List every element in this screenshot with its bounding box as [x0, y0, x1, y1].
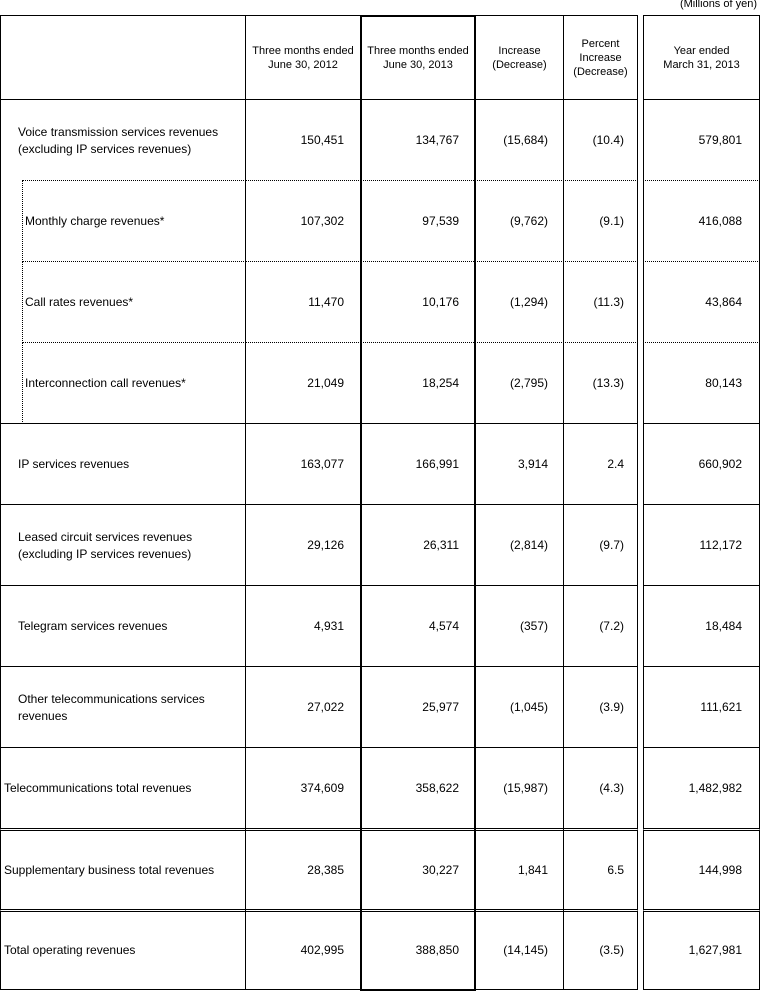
value-cell: 30,227 — [360, 828, 476, 910]
value-cell: 29,126 — [245, 504, 361, 586]
value-cell: 28,385 — [245, 828, 361, 910]
row-label: Supplementary business total revenues — [0, 828, 246, 910]
value-cell: 21,049 — [245, 342, 361, 424]
value-cell: 144,998 — [643, 828, 760, 910]
row-label: IP services revenues — [0, 423, 246, 505]
value-cell: (2,814) — [475, 504, 564, 586]
value-cell: 150,451 — [245, 99, 361, 181]
value-cell: 111,621 — [643, 666, 760, 748]
value-cell: 3,914 — [475, 423, 564, 505]
column-header: Three months ended June 30, 2013 — [360, 15, 476, 100]
value-cell: (11.3) — [563, 261, 638, 343]
value-cell: (9.7) — [563, 504, 638, 586]
row-label: Call rates revenues* — [22, 261, 246, 343]
value-cell: 374,609 — [245, 747, 361, 829]
value-cell: 10,176 — [360, 261, 476, 343]
value-cell: (357) — [475, 585, 564, 667]
value-cell: 416,088 — [643, 180, 760, 262]
value-cell: (4.3) — [563, 747, 638, 829]
column-header: Three months ended June 30, 2012 — [245, 15, 361, 100]
row-label: Interconnection call revenues* — [22, 342, 246, 424]
value-cell: (14,145) — [475, 909, 564, 990]
value-cell: (1,045) — [475, 666, 564, 748]
row-label: Leased circuit services revenues (exclud… — [0, 504, 246, 586]
value-cell: 26,311 — [360, 504, 476, 586]
value-cell: 134,767 — [360, 99, 476, 181]
value-cell: 11,470 — [245, 261, 361, 343]
value-cell: (1,294) — [475, 261, 564, 343]
value-cell: 388,850 — [360, 909, 476, 990]
value-cell: 2.4 — [563, 423, 638, 505]
value-cell: 112,172 — [643, 504, 760, 586]
value-cell: 163,077 — [245, 423, 361, 505]
value-cell: (9,762) — [475, 180, 564, 262]
value-cell: (13.3) — [563, 342, 638, 424]
row-label: Total operating revenues — [0, 909, 246, 990]
value-cell: 4,931 — [245, 585, 361, 667]
value-cell: (9.1) — [563, 180, 638, 262]
value-cell: 25,977 — [360, 666, 476, 748]
value-cell: (7.2) — [563, 585, 638, 667]
value-cell: 4,574 — [360, 585, 476, 667]
value-cell: 97,539 — [360, 180, 476, 262]
row-label: Telecommunications total revenues — [0, 747, 246, 829]
value-cell: 660,902 — [643, 423, 760, 505]
column-header: Year ended March 31, 2013 — [643, 15, 760, 100]
value-cell: 107,302 — [245, 180, 361, 262]
value-cell: 579,801 — [643, 99, 760, 181]
value-cell: 1,482,982 — [643, 747, 760, 829]
value-cell: 166,991 — [360, 423, 476, 505]
value-cell: (15,684) — [475, 99, 564, 181]
value-cell: (15,987) — [475, 747, 564, 829]
column-header: Increase (Decrease) — [475, 15, 564, 100]
header-cell — [0, 15, 246, 100]
value-cell: 358,622 — [360, 747, 476, 829]
value-cell: (2,795) — [475, 342, 564, 424]
value-cell: 1,627,981 — [643, 909, 760, 990]
value-cell: (3.5) — [563, 909, 638, 990]
value-cell: 18,254 — [360, 342, 476, 424]
row-label: Monthly charge revenues* — [22, 180, 246, 262]
column-header: Percent Increase (Decrease) — [563, 15, 638, 100]
value-cell: (10.4) — [563, 99, 638, 181]
value-cell: 402,995 — [245, 909, 361, 990]
value-cell: 80,143 — [643, 342, 760, 424]
value-cell: 6.5 — [563, 828, 638, 910]
row-label: Other telecommunications services revenu… — [0, 666, 246, 748]
value-cell: 43,864 — [643, 261, 760, 343]
row-label: Telegram services revenues — [0, 585, 246, 667]
unit-note: (Millions of yen) — [679, 0, 757, 10]
row-label: Voice transmission services revenues (ex… — [0, 99, 246, 181]
value-cell: 18,484 — [643, 585, 760, 667]
value-cell: 1,841 — [475, 828, 564, 910]
value-cell: (3.9) — [563, 666, 638, 748]
value-cell: 27,022 — [245, 666, 361, 748]
